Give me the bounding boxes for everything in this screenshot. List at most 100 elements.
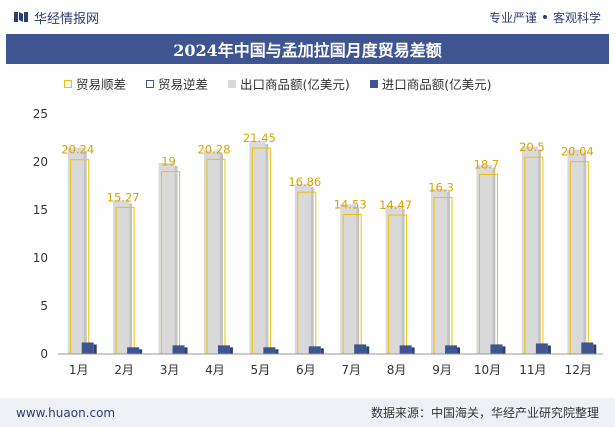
data-label: 20.04 (561, 145, 594, 159)
import-bar-side (320, 348, 324, 354)
x-tick-label: 12月 (565, 363, 592, 377)
import-bar (127, 347, 140, 354)
brand: 华经情报网 (14, 8, 99, 27)
export-bar-side (83, 150, 87, 354)
footer: www.huaon.com 数据来源：中国海关，华经产业研究院整理 (0, 398, 615, 427)
x-tick-label: 1月 (69, 363, 89, 377)
legend-label-deficit: 贸易逆差 (158, 77, 209, 92)
legend-swatch-deficit (146, 79, 155, 88)
brand-name: 华经情报网 (34, 11, 100, 27)
y-tick-label: 5 (40, 299, 48, 313)
import-bar (445, 345, 458, 354)
legend-label-surplus: 贸易顺差 (76, 77, 127, 92)
data-label: 15.27 (107, 190, 140, 204)
export-bar-side (583, 152, 587, 354)
data-label: 16.86 (288, 175, 321, 189)
import-bar-side (184, 347, 188, 354)
data-label: 14.53 (334, 198, 367, 212)
y-tick-label: 10 (33, 251, 48, 265)
import-bar (581, 342, 594, 354)
x-tick-label: 11月 (519, 363, 546, 377)
import-bar-side (547, 345, 551, 354)
export-bar (340, 204, 357, 354)
export-bar (476, 164, 493, 354)
x-tick-label: 7月 (341, 363, 361, 377)
tagline: 专业严谨 客观科学 (489, 9, 601, 26)
import-bar (81, 342, 94, 354)
tagline-dot (542, 15, 547, 19)
import-bar (354, 344, 367, 354)
footer-source: 数据来源：中国海关，华经产业研究院整理 (370, 406, 599, 420)
x-tick-label: 4月 (205, 363, 225, 377)
export-bar-side (356, 207, 360, 354)
x-tick-label: 5月 (251, 363, 271, 377)
top-bar: 华经情报网 专业严谨 客观科学 (0, 0, 615, 34)
y-tick-label: 15 (33, 203, 48, 217)
export-bar-side (401, 209, 405, 354)
export-bar (385, 206, 402, 354)
chart-legend: 贸易顺差 贸易逆差 出口商品额(亿美元) 进口商品额(亿美元) (64, 74, 492, 93)
y-axis: 0 5 10 15 20 25 (33, 107, 48, 361)
legend-swatch-surplus (64, 79, 72, 88)
import-bar (535, 343, 548, 354)
export-bar-side (537, 149, 541, 354)
legend-label-import: 进口商品额(亿美元) (381, 77, 492, 92)
x-tick-label: 8月 (387, 363, 407, 377)
import-bar-side (93, 344, 97, 354)
import-bar-side (229, 347, 233, 354)
export-bar (431, 188, 448, 354)
bars: 20.24 15.27 19 20.28 21.45 16.86 14.53 14.47 16.… (61, 131, 597, 355)
x-axis: 1月 2月 3月 4月 5月 6月 7月 8月 9月 10月 11月 12月 (58, 353, 603, 377)
export-bar (203, 150, 220, 354)
data-label: 21.45 (243, 131, 276, 145)
y-tick-label: 25 (33, 107, 48, 121)
brand-logo-icon (14, 12, 28, 22)
export-bar-side (492, 167, 496, 354)
export-bar (567, 149, 584, 354)
import-bar-side (275, 349, 279, 354)
export-bar-side (447, 191, 451, 354)
export-bar-side (174, 165, 178, 354)
legend-swatch-export (228, 79, 237, 88)
y-tick-label: 0 (40, 347, 48, 361)
export-bar (158, 162, 175, 354)
data-label: 16.3 (428, 181, 454, 195)
import-bar (399, 345, 412, 354)
tagline-left: 专业严谨 (488, 10, 537, 25)
import-bar-side (593, 344, 597, 354)
import-bar-side (502, 346, 506, 354)
data-label: 18.7 (474, 157, 500, 171)
x-tick-label: 9月 (432, 363, 452, 377)
tagline-right: 客观科学 (552, 10, 601, 25)
import-bar (172, 345, 185, 354)
import-bar-side (457, 347, 461, 354)
import-bar-side (139, 349, 143, 354)
export-bar (521, 146, 538, 354)
import-bar (263, 347, 276, 354)
data-label: 19 (161, 155, 176, 169)
data-label: 20.28 (197, 142, 230, 156)
x-tick-label: 10月 (474, 363, 501, 377)
import-bar (490, 344, 503, 354)
import-bar (217, 345, 230, 354)
y-tick-label: 20 (33, 155, 48, 169)
legend-item-deficit: 贸易逆差 (146, 74, 208, 93)
data-label: 14.47 (379, 198, 412, 212)
footer-site: www.huaon.com (16, 405, 116, 420)
legend-item-import: 进口商品额(亿美元) (369, 74, 492, 93)
export-bar-side (219, 153, 223, 354)
chart-title: 2024年中国与孟加拉国月度贸易差额 (6, 34, 609, 64)
export-bar (113, 200, 130, 354)
export-bar-side (310, 187, 314, 354)
import-bar-side (411, 347, 415, 354)
x-tick-label: 3月 (160, 363, 180, 377)
legend-item-export: 出口商品额(亿美元) (228, 74, 350, 93)
legend-item-surplus: 贸易顺差 (64, 74, 126, 93)
export-bar-side (129, 203, 133, 354)
data-label: 20.5 (519, 140, 545, 154)
export-bar (67, 147, 84, 354)
import-bar (308, 346, 321, 354)
export-bar (294, 184, 311, 354)
export-bar-side (265, 143, 269, 354)
